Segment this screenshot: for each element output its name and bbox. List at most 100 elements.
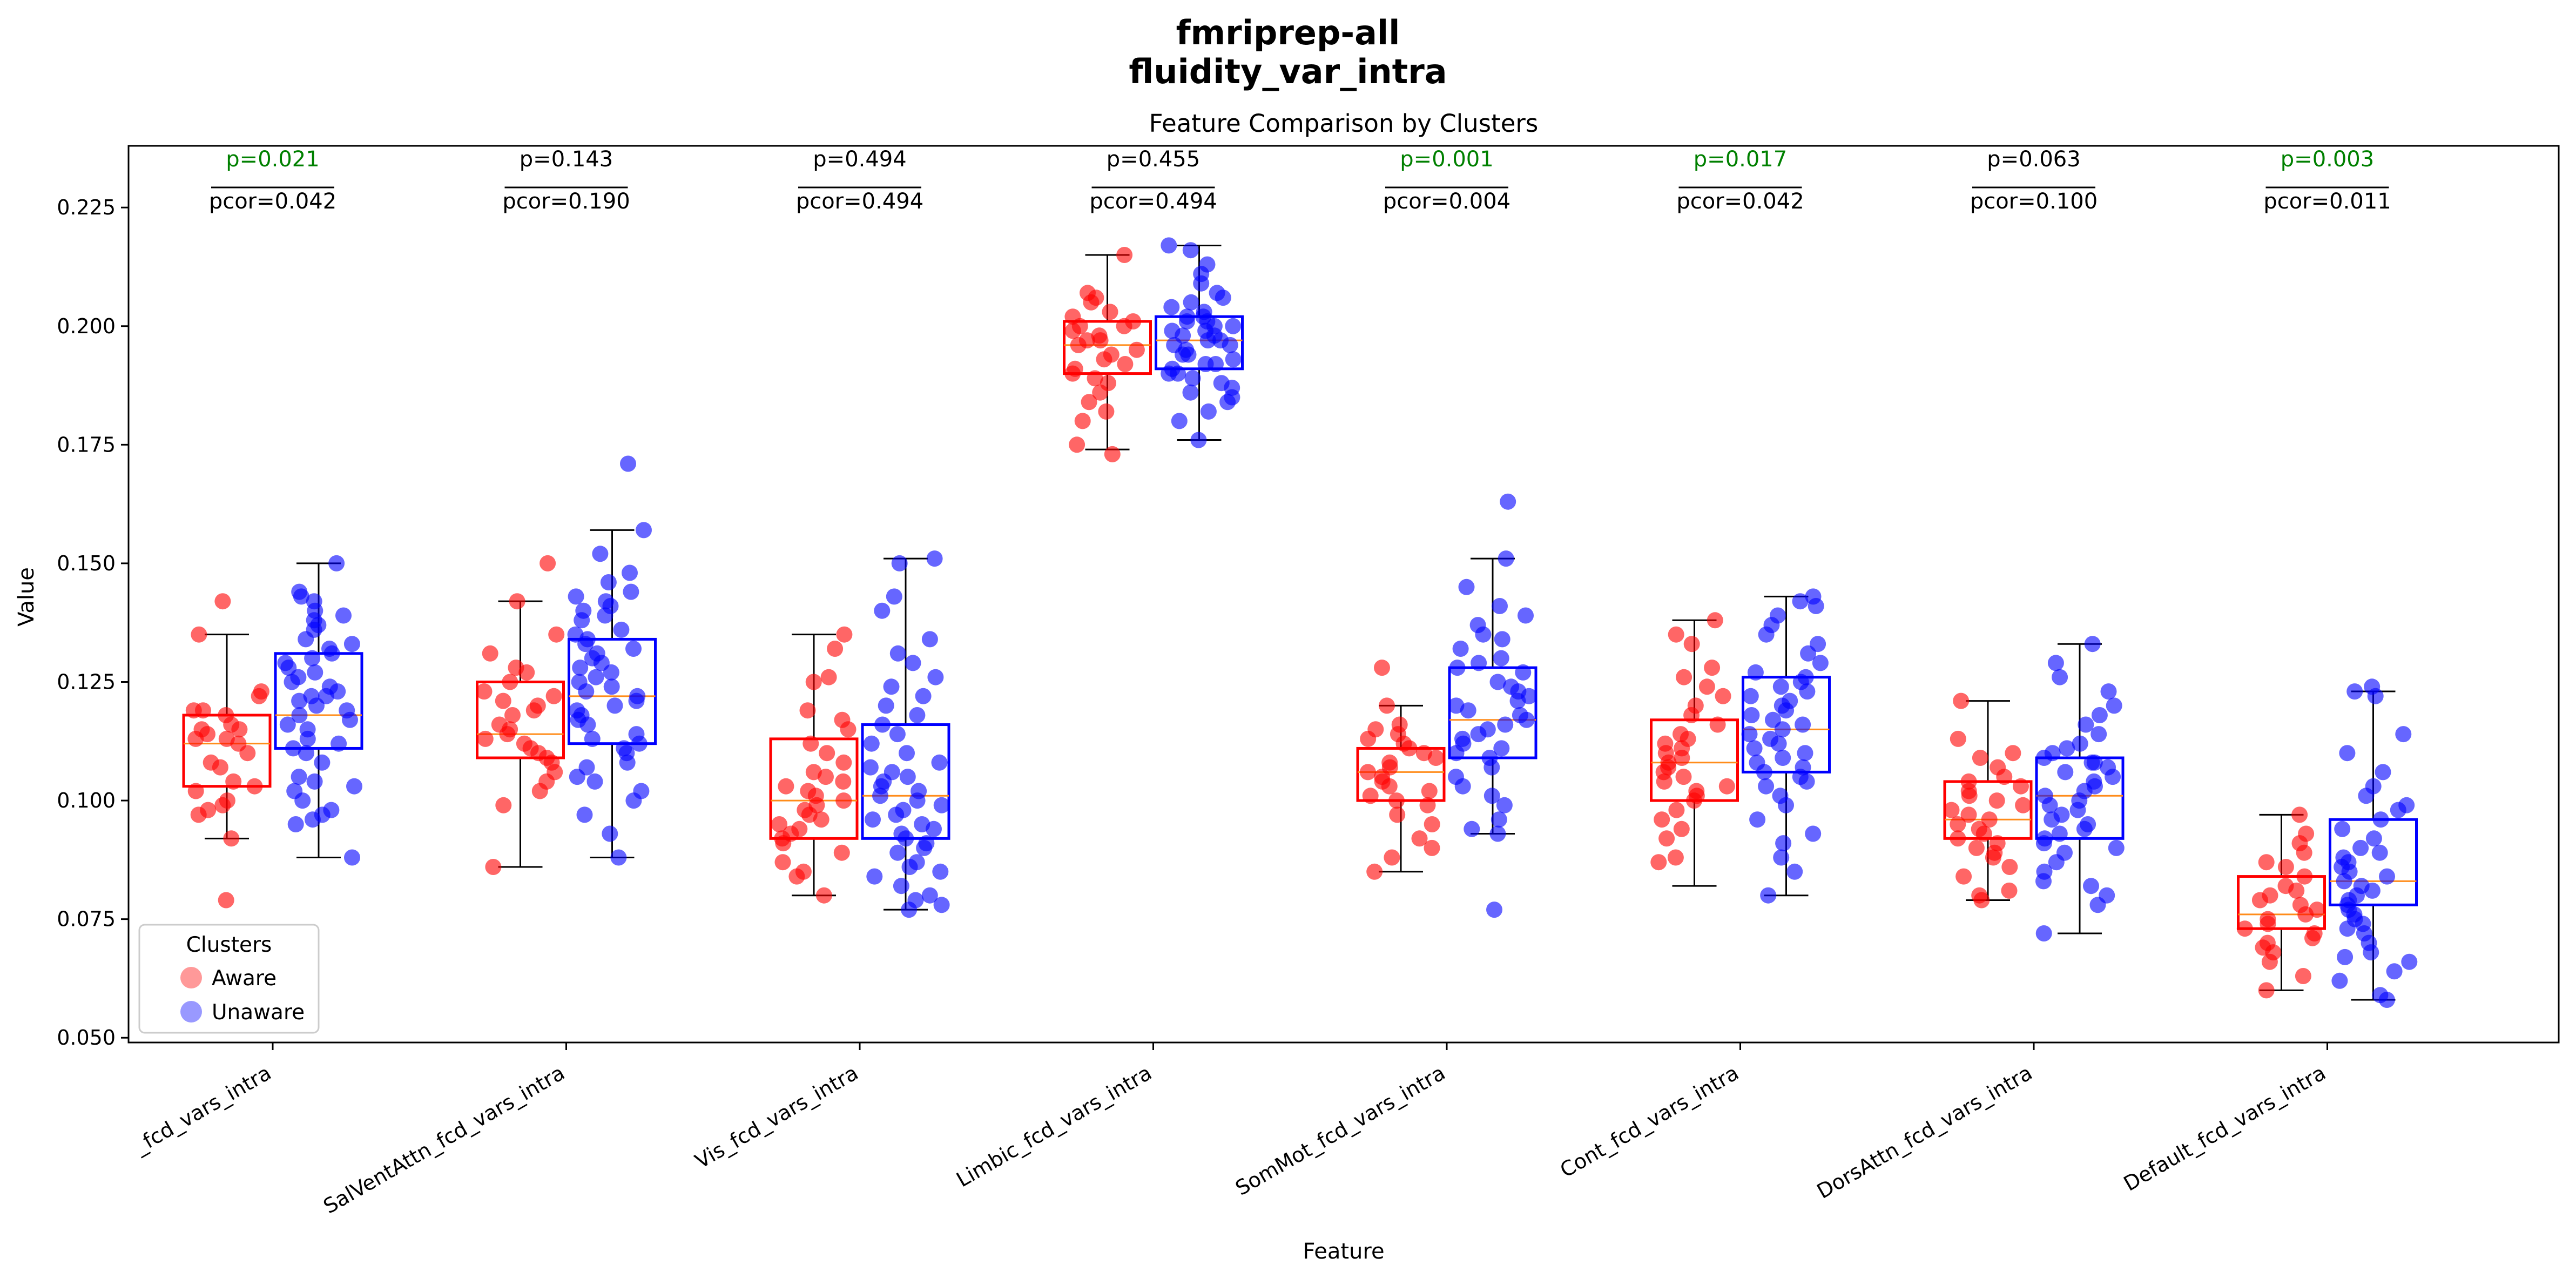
data-point-unaware [2091,726,2107,743]
data-point-aware [1078,332,1095,349]
data-point-unaware [1489,825,1506,842]
data-point-unaware [2364,678,2381,695]
data-point-unaware [2053,806,2070,823]
data-point-aware [1950,830,1966,847]
data-point-unaware [914,816,930,832]
data-point-unaware [2078,716,2094,733]
data-point-unaware [1492,598,1508,614]
data-point-unaware [625,641,642,657]
box-unaware [1742,676,1831,773]
data-point-unaware [1190,432,1207,448]
data-point-aware [187,783,204,799]
data-point-unaware [2352,839,2369,856]
data-point-aware [1658,830,1675,847]
p-value-annotations: p=0.021 pcor=0.042 p=0.143 pcor=0.190 p=0.49… [209,147,2391,214]
data-point-unaware [2035,925,2052,941]
data-point-aware [833,844,850,861]
box-aware [1063,320,1152,375]
data-point-unaware [2036,830,2053,847]
data-point-aware [1128,341,1145,358]
data-point-unaware [918,835,935,852]
data-point-aware [795,863,812,880]
data-point-unaware [2398,797,2415,813]
x-tick-label: SomMot_fcd_vars_intra [1231,1061,1449,1200]
data-point-aware [1715,688,1731,704]
data-point-unaware [1772,788,1789,804]
data-point-aware [771,816,787,832]
data-point-unaware [571,674,588,690]
data-point-unaware [344,849,360,866]
data-point-unaware [865,811,881,828]
data-point-unaware [1200,403,1217,420]
data-point-unaware [1449,660,1466,676]
data-point-aware [1972,750,1988,766]
data-point-unaware [1491,811,1507,828]
x-axis: _fcd_vars_intra SalVentAttn_fcd_vars_intr… [130,1042,2330,1219]
data-point-aware [529,697,546,714]
data-point-unaware [908,854,925,871]
data-point-unaware [1503,678,1520,695]
legend-label-aware: Aware [212,966,277,991]
data-point-unaware [1775,835,1792,852]
data-point-unaware [2099,887,2115,904]
data-point-unaware [2057,764,2074,781]
legend: Clusters Aware Unaware [138,924,320,1034]
data-point-unaware [886,588,902,605]
data-point-aware [1657,735,1674,752]
data-point-unaware [1762,730,1779,747]
y-tick-label: 0.200 [57,314,116,338]
data-point-unaware [2086,754,2103,771]
x-tick-label: Cont_fcd_vars_intra [1556,1061,1743,1182]
data-point-unaware [1782,692,1798,709]
data-point-unaware [1483,788,1500,804]
data-point-unaware [2037,788,2053,804]
data-point-unaware [2372,987,2389,1004]
data-point-unaware [1479,721,1496,738]
data-point-aware [218,730,235,747]
data-point-aware [1391,716,1408,733]
y-axis: 0.050 0.075 0.100 0.125 0.150 0.175 0.200 0.225 [57,196,129,1050]
data-point-unaware [899,769,916,785]
data-point-unaware [884,764,900,781]
data-point-unaware [339,702,355,719]
data-point-unaware [287,816,304,832]
data-point-unaware [291,583,308,600]
data-point-aware [2291,806,2308,823]
data-point-aware [2236,920,2253,937]
data-point-aware [2013,778,2029,795]
data-point-aware [1673,820,1690,837]
box-aware [2237,875,2326,930]
data-point-unaware [1747,664,1764,681]
data-point-unaware [2379,868,2395,885]
data-point-unaware [1183,294,1199,311]
data-point-unaware [1775,750,1791,766]
data-point-unaware [878,697,894,714]
data-point-aware [1100,375,1116,392]
data-point-unaware [2059,740,2075,757]
data-point-aware [2309,902,2325,918]
data-point-unaware [2395,726,2412,743]
data-point-aware [1688,783,1705,799]
data-point-unaware [576,806,593,823]
data-point-unaware [306,773,323,790]
data-point-aware [1718,778,1735,795]
y-tick-label: 0.075 [57,907,116,931]
data-point-unaware [2346,683,2363,700]
data-point-unaware [600,574,617,590]
data-point-aware [1074,413,1091,429]
data-point-aware [834,711,851,728]
data-point-aware [791,820,808,837]
pcor-value-label: pcor=0.042 [1676,189,1804,214]
data-point-unaware [2044,745,2061,762]
data-point-unaware [1493,650,1509,667]
p-value-label: p=0.021 [226,147,319,172]
data-point-unaware [2401,953,2418,970]
data-point-aware [2258,854,2275,871]
data-point-unaware [905,655,921,671]
data-point-aware [203,754,219,771]
box-unaware [568,637,657,745]
data-point-unaware [2083,878,2099,894]
p-value-label: p=0.003 [2281,147,2374,172]
data-point-aware [1116,247,1133,263]
data-point-aware [1676,669,1692,685]
